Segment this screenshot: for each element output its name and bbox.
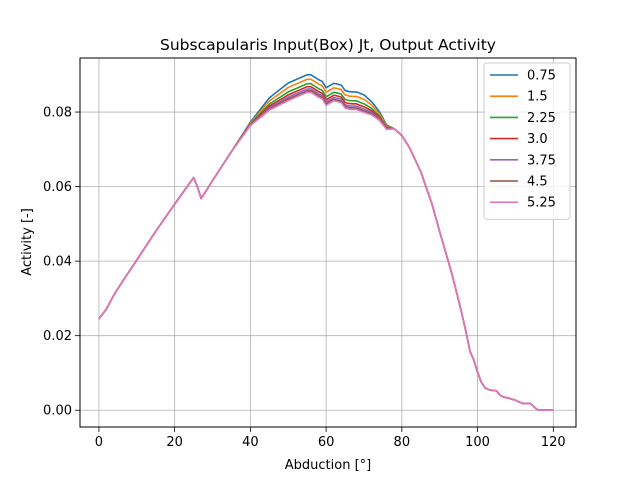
y-tick-label: 0.02 [43,329,72,344]
y-tick-label: 0.08 [43,106,72,121]
chart-title: Subscapularis Input(Box) Jt, Output Acti… [160,36,496,54]
x-tick-label: 40 [242,435,259,450]
legend-label: 3.0 [527,132,548,147]
legend-label: 0.75 [527,69,556,84]
y-tick-label: 0.06 [43,180,72,195]
y-axis-label: Activity [-] [20,208,35,276]
x-tick-label: 120 [541,435,566,450]
series-line-6 [98,91,554,412]
x-tick-label: 0 [95,435,103,450]
y-tick-label: 0.00 [43,404,72,419]
legend-label: 4.5 [527,175,548,190]
legend: 0.75 1.5 2.25 3.0 3.75 4.5 5.25 [483,62,571,220]
x-axis-label: Abduction [°] [285,458,371,473]
x-tick-label: 60 [318,435,335,450]
legend-label: 5.25 [527,196,556,211]
x-tick-label: 100 [465,435,490,450]
legend-label: 2.25 [527,111,556,126]
series-lines [98,73,554,412]
y-tick-label: 0.04 [43,255,72,270]
x-axis-ticks: 0 20 40 60 80 100 120 [95,427,566,450]
x-tick-label: 20 [166,435,183,450]
legend-label: 3.75 [527,153,556,168]
plot-frame [79,57,577,428]
x-tick-label: 80 [394,435,411,450]
legend-label: 1.5 [527,90,548,105]
y-axis-ticks: 0.00 0.02 0.04 0.06 0.08 [43,106,80,419]
